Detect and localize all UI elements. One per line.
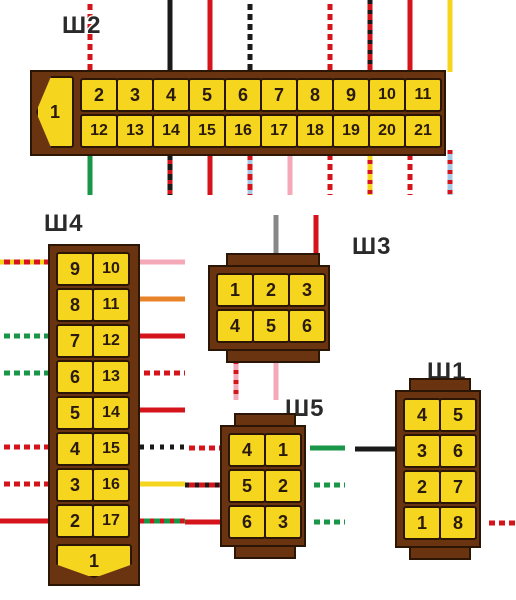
pin: 11 [92, 288, 130, 322]
pin: 5 [439, 398, 477, 432]
pin: 2 [252, 273, 290, 307]
pin: 1 [264, 433, 302, 467]
pin: 7 [439, 470, 477, 504]
pin: 3 [56, 468, 94, 502]
pin: 17 [92, 504, 130, 538]
pin: 13 [92, 360, 130, 394]
pin: 5 [56, 396, 94, 430]
pin: 4 [228, 433, 266, 467]
pin: 15 [188, 114, 226, 148]
pin: 16 [224, 114, 262, 148]
pin: 14 [152, 114, 190, 148]
pin: 5 [228, 469, 266, 503]
pin: 4 [56, 432, 94, 466]
pin: 19 [332, 114, 370, 148]
pin: 8 [439, 506, 477, 540]
pin: 13 [116, 114, 154, 148]
connector-label-w4: Ш4 [44, 210, 83, 238]
pin: 3 [116, 78, 154, 112]
pin: 9 [56, 252, 94, 286]
pin: 10 [92, 252, 130, 286]
pin: 1 [216, 273, 254, 307]
pin: 1 [56, 544, 132, 578]
pin: 5 [188, 78, 226, 112]
pin: 2 [56, 504, 94, 538]
pin: 1 [403, 506, 441, 540]
pin: 9 [332, 78, 370, 112]
pin: 12 [80, 114, 118, 148]
pin: 5 [252, 309, 290, 343]
pin: 21 [404, 114, 442, 148]
pin: 4 [403, 398, 441, 432]
connector-label-w2: Ш2 [62, 12, 101, 40]
connector-label-w3: Ш3 [352, 233, 391, 261]
pin: 3 [403, 434, 441, 468]
connector-w2: 1 234567891011 12131415161718192021 [30, 70, 446, 156]
pin: 18 [296, 114, 334, 148]
pin: 2 [264, 469, 302, 503]
pin: 7 [260, 78, 298, 112]
pin: 6 [228, 505, 266, 539]
connector-w4: 910 811 712 613 514 415 316 217 1 [48, 244, 140, 586]
pin: 2 [80, 78, 118, 112]
pin: 6 [288, 309, 326, 343]
pin: 3 [264, 505, 302, 539]
pin: 20 [368, 114, 406, 148]
pin: 12 [92, 324, 130, 358]
pin: 17 [260, 114, 298, 148]
pin: 4 [216, 309, 254, 343]
connector-w3: 123 456 [208, 265, 330, 351]
pin: 8 [56, 288, 94, 322]
pin: 10 [368, 78, 406, 112]
pin: 15 [92, 432, 130, 466]
pin: 6 [224, 78, 262, 112]
pin: 6 [439, 434, 477, 468]
pin: 4 [152, 78, 190, 112]
pin: 11 [404, 78, 442, 112]
pin: 3 [288, 273, 326, 307]
pin: 16 [92, 468, 130, 502]
pin: 6 [56, 360, 94, 394]
connector-w5: 41 52 63 [220, 425, 306, 547]
pin: 8 [296, 78, 334, 112]
pin: 14 [92, 396, 130, 430]
connector-w1: 45 36 27 18 [395, 390, 481, 548]
pin: 1 [36, 76, 74, 148]
pin: 7 [56, 324, 94, 358]
pin: 2 [403, 470, 441, 504]
